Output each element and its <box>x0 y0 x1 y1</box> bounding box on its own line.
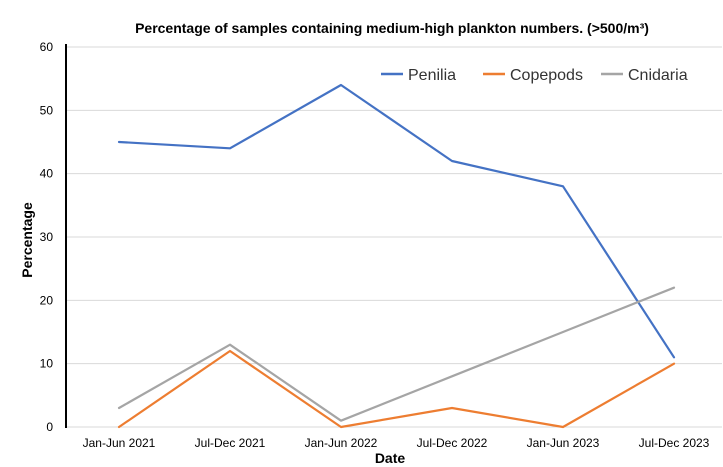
y-tick-label: 10 <box>40 357 54 371</box>
gridlines <box>66 46 722 428</box>
series-line-penilia <box>117 83 676 359</box>
x-tick-label: Jul-Dec 2023 <box>639 436 710 450</box>
y-axis-label: Percentage <box>19 202 35 278</box>
y-tick-label: 40 <box>40 167 54 181</box>
y-tick-label: 0 <box>46 420 53 434</box>
x-tick-label: Jan-Jun 2021 <box>83 436 156 450</box>
series-lines <box>117 83 676 429</box>
y-tick-label: 50 <box>40 103 54 117</box>
legend-label: Cnidaria <box>628 67 688 84</box>
y-tick-label: 20 <box>40 293 54 307</box>
y-axis-ticks: 0 10 20 30 40 50 60 <box>40 40 54 434</box>
x-axis-label: Date <box>375 450 406 466</box>
x-tick-label: Jan-Jun 2022 <box>305 436 378 450</box>
y-tick-label: 30 <box>40 230 54 244</box>
y-tick-label: 60 <box>40 40 54 54</box>
series-line-copepods <box>117 349 676 429</box>
x-axis-ticks: Jan-Jun 2021 Jul-Dec 2021 Jan-Jun 2022 Jul-… <box>83 436 710 450</box>
x-tick-label: Jul-Dec 2022 <box>417 436 488 450</box>
chart-title: Percentage of samples containing medium-… <box>135 20 649 36</box>
legend: Penilia Copepods Cnidaria <box>381 67 688 84</box>
legend-label: Copepods <box>510 67 583 84</box>
series-line-cnidaria <box>117 286 676 422</box>
x-tick-label: Jan-Jun 2023 <box>527 436 600 450</box>
x-tick-label: Jul-Dec 2021 <box>195 436 266 450</box>
legend-label: Penilia <box>408 67 456 84</box>
